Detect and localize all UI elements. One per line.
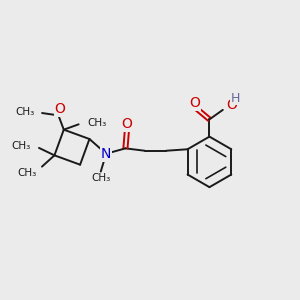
Text: H: H xyxy=(231,92,240,105)
Text: O: O xyxy=(189,96,200,110)
Text: O: O xyxy=(55,103,65,116)
Text: N: N xyxy=(101,147,111,161)
Text: CH₃: CH₃ xyxy=(11,141,31,152)
Text: CH₃: CH₃ xyxy=(91,173,110,183)
Text: O: O xyxy=(122,117,132,131)
Text: O: O xyxy=(226,98,237,112)
Text: CH₃: CH₃ xyxy=(87,118,106,128)
Text: CH₃: CH₃ xyxy=(15,106,35,116)
Text: CH₃: CH₃ xyxy=(17,168,37,178)
